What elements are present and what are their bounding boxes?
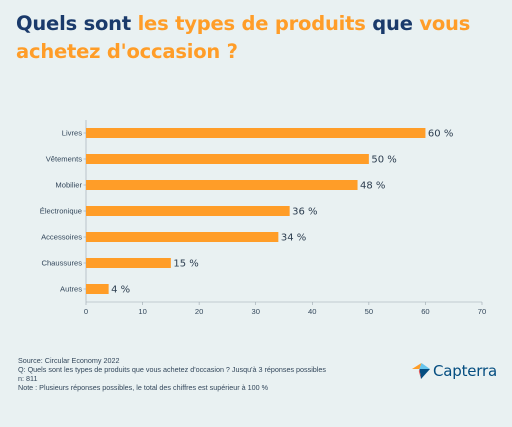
capterra-arrow-icon [412, 363, 430, 379]
page-title: Quels sont les types de produits que vou… [16, 10, 496, 66]
category-label: Vêtements [46, 155, 83, 164]
value-label: 36 % [292, 206, 317, 217]
bar [86, 128, 426, 138]
title-part-2: les types de produits [137, 12, 366, 35]
value-label: 50 % [371, 154, 396, 165]
x-tick-label: 20 [195, 307, 203, 316]
chart-footer: Source: Circular Economy 2022 Q: Quels s… [18, 356, 326, 392]
category-label: Électronique [40, 207, 82, 216]
footer-source: Source: Circular Economy 2022 [18, 356, 120, 365]
logo-text: Capterra [433, 362, 497, 380]
category-label: Livres [62, 129, 82, 138]
footer-note: Note : Plusieurs réponses possibles, le … [18, 383, 268, 392]
category-label: Chaussures [41, 259, 82, 268]
title-part-1: Quels sont [16, 12, 138, 35]
category-label: Mobilier [55, 181, 82, 190]
footer-question: Q: Quels sont les types de produits que … [18, 365, 326, 374]
bar [86, 258, 171, 268]
title-part-4: vous achetez d'occasion ? [16, 12, 471, 63]
value-label: 15 % [173, 258, 198, 269]
capterra-logo: Capterra [412, 362, 497, 380]
x-tick-label: 70 [478, 307, 486, 316]
category-label: Accessoires [41, 233, 82, 242]
x-tick-label: 60 [421, 307, 429, 316]
bar [86, 154, 369, 164]
x-tick-label: 40 [308, 307, 316, 316]
value-label: 60 % [428, 128, 453, 139]
value-label: 34 % [281, 232, 306, 243]
x-tick-label: 0 [84, 307, 88, 316]
bar [86, 206, 290, 216]
x-tick-label: 50 [365, 307, 373, 316]
bar [86, 284, 109, 294]
bar [86, 232, 279, 242]
bar [86, 180, 358, 190]
x-tick-label: 10 [138, 307, 146, 316]
footer-n: n: 811 [18, 374, 38, 383]
title-part-3: que [365, 12, 420, 35]
value-label: 48 % [360, 180, 385, 191]
value-label: 4 % [111, 284, 130, 295]
x-tick-label: 30 [251, 307, 259, 316]
category-label: Autres [60, 285, 82, 294]
